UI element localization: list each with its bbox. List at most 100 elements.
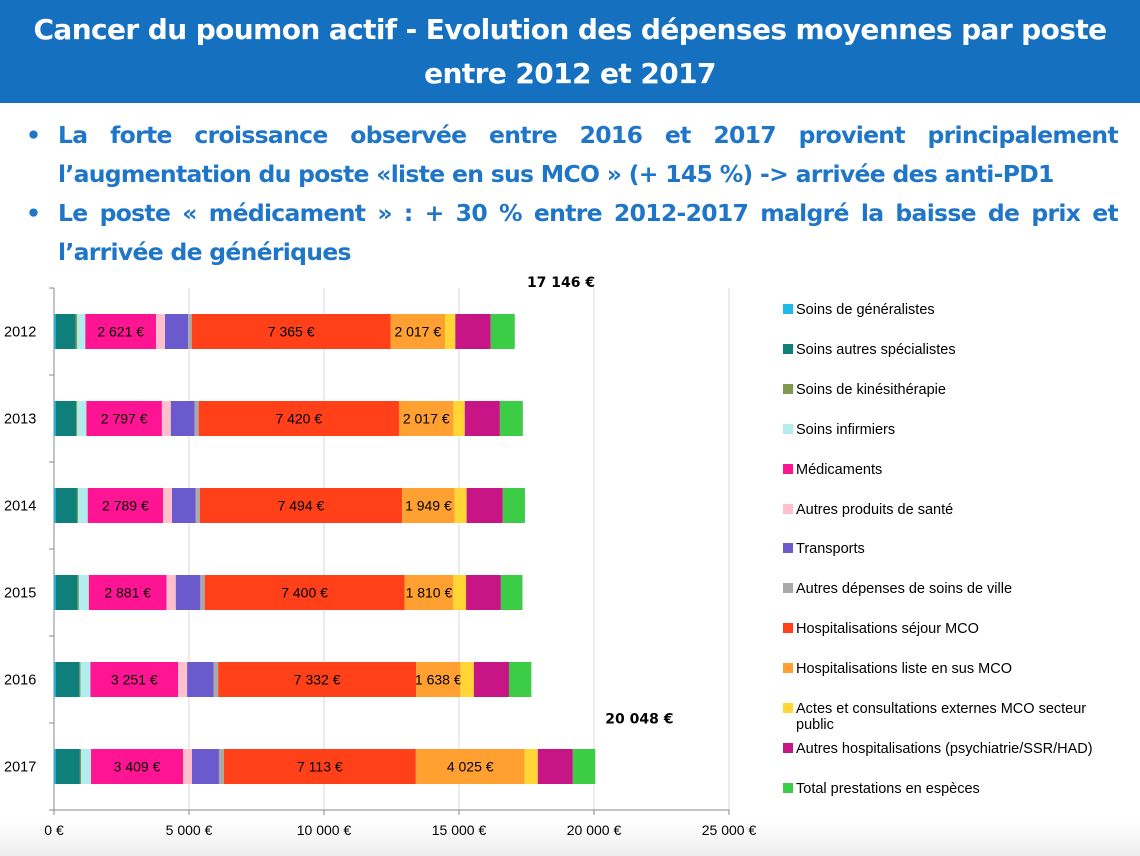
- legend-label: Médicaments: [796, 462, 883, 478]
- bar-segment: [171, 488, 196, 523]
- legend-label: Actes et consultations externes MCO sect…: [796, 701, 1087, 733]
- legend-swatch: [783, 783, 793, 793]
- bar-segment: [77, 575, 79, 610]
- data-label: 7 113 €: [297, 759, 343, 775]
- y-tick-label: 2014: [4, 499, 36, 515]
- y-tick-label: 2015: [4, 586, 36, 602]
- data-label: 2 621 €: [97, 324, 144, 340]
- bar-segment: [191, 749, 219, 784]
- bar-segment: [55, 488, 77, 523]
- bar-segment: [195, 488, 200, 523]
- bullet-symbol: •: [26, 199, 41, 227]
- bar-segment: [75, 314, 78, 349]
- bar-segment: [87, 488, 164, 523]
- legend-swatch: [783, 743, 793, 753]
- legend-label: Autres produits de santé: [796, 502, 954, 518]
- bar-segment: [54, 488, 56, 523]
- legend-item: Hospitalisations liste en sus MCO: [783, 661, 1140, 677]
- data-label: 7 332 €: [294, 672, 341, 688]
- bar-segment: [464, 401, 500, 436]
- bar-segment: [76, 401, 78, 436]
- legend-item: Soins de kinésithérapie: [783, 382, 1140, 398]
- bar-segment: [170, 401, 195, 436]
- bar-segment: [390, 314, 446, 349]
- slide-title-line2: entre 2012 et 2017: [424, 57, 716, 90]
- data-label: 2 789 €: [102, 498, 149, 514]
- bar-segment: [416, 662, 461, 697]
- legend-item: Médicaments: [783, 462, 1140, 478]
- bar-segment: [213, 662, 219, 697]
- legend-item: Autres produits de santé: [783, 502, 1140, 518]
- legend-label: Autres dépenses de soins de ville: [796, 581, 1013, 597]
- legend-swatch: [783, 583, 793, 593]
- bar-segment: [454, 488, 467, 523]
- data-label: 2 797 €: [101, 411, 148, 427]
- bullet-symbol: •: [26, 121, 41, 149]
- bar-segment: [537, 749, 573, 784]
- bar-segment: [508, 662, 532, 697]
- bar-segment: [54, 575, 56, 610]
- bar-segment: [524, 749, 538, 784]
- legend-item: Soins de généralistes: [783, 302, 1140, 318]
- legend-label: Total prestations en espèces: [796, 781, 980, 797]
- bar-segment: [183, 749, 192, 784]
- legend-swatch: [783, 504, 793, 514]
- data-label: 1 810 €: [406, 585, 453, 601]
- total-annotation: 17 146 €: [527, 275, 595, 291]
- bar-segment: [55, 749, 80, 784]
- data-label: 3 409 €: [114, 759, 161, 775]
- data-label: 7 400 €: [281, 585, 328, 601]
- bar-segment: [473, 662, 509, 697]
- legend-swatch: [783, 384, 793, 394]
- bar-segment: [466, 575, 501, 610]
- bar-segment: [55, 314, 76, 349]
- data-label: 7 494 €: [278, 498, 325, 514]
- legend-swatch: [783, 304, 793, 314]
- legend-item: Soins infirmiers: [783, 422, 1140, 438]
- bar-segment: [200, 575, 205, 610]
- legend-label: Hospitalisations liste en sus MCO: [796, 661, 1012, 677]
- y-tick-label: 2017: [4, 760, 36, 776]
- bar-segment: [90, 662, 179, 697]
- bar-segment: [76, 488, 79, 523]
- data-label: 1 638 €: [415, 672, 462, 688]
- data-label: 2 881 €: [104, 585, 151, 601]
- bar-segment: [81, 749, 91, 784]
- bar-segment: [78, 488, 88, 523]
- bullet-text: Le poste « médicament » : + 30 % entre 2…: [58, 199, 1119, 266]
- legend-label: Soins de kinésithérapie: [796, 382, 946, 398]
- legend-item: Total prestations en espèces: [783, 781, 1140, 797]
- bar-segment: [54, 662, 56, 697]
- bar-segment: [85, 314, 157, 349]
- bar-segment: [77, 314, 86, 349]
- x-tick-label: 15 000 €: [432, 822, 487, 838]
- legend-swatch: [783, 703, 793, 713]
- legend-swatch: [783, 543, 793, 553]
- legend-item: Autres hospitalisations (psychiatrie/SSR…: [783, 741, 1140, 757]
- bar-segment: [187, 662, 214, 697]
- bar-segment: [402, 488, 455, 523]
- data-label: 7 365 €: [268, 324, 315, 340]
- bar-segment: [178, 662, 188, 697]
- bar-segment: [88, 575, 167, 610]
- x-tick-label: 0 €: [44, 822, 64, 838]
- bar-segment: [164, 314, 189, 349]
- legend-swatch: [783, 344, 793, 354]
- bar-segment: [223, 749, 416, 784]
- bar-segment: [156, 314, 165, 349]
- slide-title-line1: Cancer du poumon actif - Evolution des d…: [33, 13, 1107, 46]
- bar-segment: [398, 401, 454, 436]
- bar-segment: [445, 314, 456, 349]
- stacked-bar-chart: 0 € 5 000 € 10 000 € 15 000 € 20 000 € 25 000…: [4, 275, 756, 838]
- bar-segment: [466, 488, 503, 523]
- legend-swatch: [783, 424, 793, 434]
- bar-segment: [54, 401, 56, 436]
- legend-label: Soins de généralistes: [796, 302, 935, 318]
- bar-segment: [415, 749, 525, 784]
- data-label: 1 949 €: [405, 498, 452, 514]
- data-label: 7 420 €: [275, 411, 322, 427]
- bar-segment: [502, 488, 525, 523]
- bar-segment: [163, 488, 172, 523]
- legend-label: Soins autres spécialistes: [796, 342, 956, 358]
- data-label: 2 017 €: [403, 411, 450, 427]
